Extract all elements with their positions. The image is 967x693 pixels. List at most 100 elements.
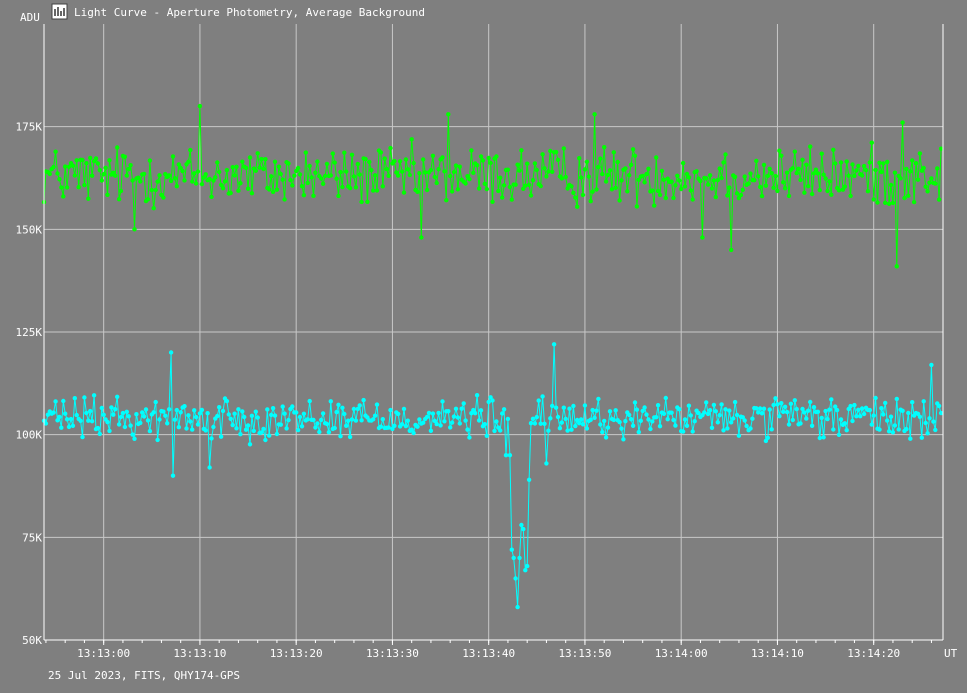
- data-point: [211, 178, 216, 183]
- data-point: [571, 190, 576, 195]
- data-point: [798, 177, 803, 183]
- data-point: [700, 235, 705, 240]
- data-point: [74, 158, 79, 163]
- data-point: [650, 188, 655, 193]
- data-point: [636, 177, 641, 182]
- data-point: [182, 404, 187, 409]
- data-point: [555, 157, 561, 162]
- data-point: [209, 194, 214, 199]
- data-point: [661, 177, 667, 182]
- data-point: [908, 169, 913, 174]
- data-point: [411, 160, 416, 166]
- data-point: [157, 417, 162, 422]
- data-point: [392, 158, 397, 164]
- data-point: [540, 152, 545, 157]
- data-point: [111, 412, 116, 417]
- data-point: [769, 427, 774, 432]
- data-point: [744, 423, 749, 429]
- data-point: [886, 429, 892, 434]
- data-point: [91, 393, 97, 398]
- data-point: [782, 404, 788, 409]
- data-point: [351, 406, 357, 412]
- data-point: [193, 181, 199, 186]
- data-point: [500, 411, 505, 416]
- data-point: [598, 156, 603, 161]
- data-point: [532, 421, 538, 426]
- data-point: [528, 421, 534, 426]
- data-point: [124, 409, 129, 414]
- data-point: [336, 402, 341, 407]
- data-point: [255, 151, 260, 156]
- data-point: [603, 179, 609, 184]
- data-point: [195, 422, 201, 427]
- x-tick-label: 13:13:30: [366, 647, 419, 660]
- data-point: [609, 187, 615, 192]
- data-point: [575, 417, 580, 423]
- data-point: [605, 425, 611, 430]
- title-bar: Light Curve - Aperture Photometry, Avera…: [51, 3, 425, 20]
- data-point: [234, 426, 239, 431]
- data-point: [856, 163, 861, 169]
- chart-app-icon[interactable]: [51, 3, 68, 20]
- data-point: [823, 408, 828, 414]
- data-point: [669, 410, 674, 415]
- data-point: [777, 148, 782, 153]
- data-point: [867, 407, 872, 413]
- axes: 50K 75K 100K 125K 150K 175K 13:13:00 13:13:10 13…: [16, 24, 944, 660]
- data-point: [295, 427, 301, 433]
- data-point: [623, 419, 628, 424]
- data-point: [933, 427, 938, 433]
- data-point: [784, 409, 790, 415]
- data-point: [145, 418, 151, 423]
- y-tick-label: 100K: [16, 429, 43, 442]
- data-point: [474, 163, 480, 168]
- data-point: [467, 177, 472, 182]
- data-point: [590, 189, 595, 194]
- data-point: [463, 181, 468, 186]
- data-point: [95, 425, 101, 431]
- data-point: [168, 350, 174, 355]
- data-point: [118, 188, 124, 194]
- data-point: [282, 197, 287, 202]
- data-point: [854, 168, 859, 173]
- data-point: [765, 435, 770, 440]
- data-point: [625, 189, 630, 194]
- data-point: [286, 417, 291, 423]
- data-point: [825, 416, 830, 422]
- data-point: [773, 173, 778, 179]
- data-point: [215, 160, 220, 165]
- data-point: [344, 423, 349, 428]
- data-point: [794, 406, 799, 412]
- data-point: [55, 171, 60, 176]
- data-point: [754, 406, 759, 411]
- data-point: [249, 191, 255, 196]
- footer-info: 25 Jul 2023, FITS, QHY174-GPS: [48, 669, 240, 682]
- data-point: [528, 193, 534, 198]
- data-point: [902, 195, 907, 201]
- data-point: [453, 406, 459, 411]
- data-point: [517, 168, 522, 173]
- data-point: [51, 410, 56, 415]
- series-cyan: [41, 342, 944, 610]
- data-point: [883, 200, 888, 205]
- data-point: [409, 427, 414, 432]
- data-point: [931, 419, 936, 424]
- data-point: [417, 417, 422, 422]
- data-point: [767, 166, 772, 171]
- data-point: [151, 206, 156, 211]
- data-point: [346, 418, 351, 423]
- data-point: [236, 407, 241, 412]
- data-point: [371, 188, 376, 193]
- data-point: [602, 145, 607, 150]
- data-point: [380, 417, 385, 422]
- data-point: [655, 188, 661, 194]
- data-point: [771, 185, 776, 190]
- data-point: [274, 187, 280, 192]
- data-point: [263, 437, 268, 443]
- data-point: [82, 395, 87, 400]
- data-point: [757, 184, 763, 190]
- data-point: [669, 179, 674, 184]
- data-point: [888, 414, 894, 419]
- data-point: [311, 193, 316, 198]
- data-point: [498, 175, 503, 180]
